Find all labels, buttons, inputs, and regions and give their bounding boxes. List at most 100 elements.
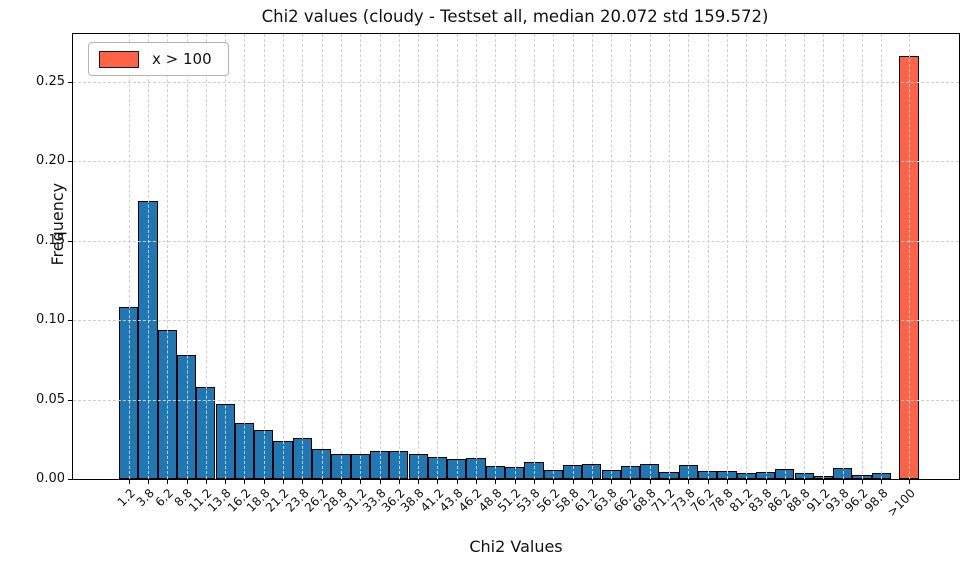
x-gridline	[283, 34, 285, 479]
x-gridline	[495, 34, 497, 479]
histogram-bar	[447, 459, 467, 479]
x-tick-mark	[456, 479, 458, 484]
histogram-bar	[640, 464, 660, 479]
x-tick-mark	[533, 479, 535, 484]
x-gridline	[244, 34, 246, 479]
x-gridline	[862, 34, 864, 479]
x-tick-mark	[862, 479, 864, 484]
x-gridline	[456, 34, 458, 479]
x-gridline	[437, 34, 439, 479]
y-gridline	[73, 161, 959, 163]
x-gridline	[765, 34, 767, 479]
histogram-bar	[736, 472, 756, 479]
y-tick-label: 0.15	[36, 232, 65, 248]
histogram-bar	[582, 464, 602, 479]
histogram-bar	[292, 437, 312, 479]
histogram-bar	[408, 453, 428, 479]
x-gridline	[553, 34, 555, 479]
legend-label: x > 100	[152, 50, 212, 68]
x-axis-label: Chi2 Values	[469, 537, 563, 556]
histogram-bar	[678, 465, 698, 479]
histogram-bar	[273, 440, 293, 479]
x-tick-mark	[707, 479, 709, 484]
histogram-bar	[196, 386, 216, 479]
histogram-bar	[755, 472, 776, 479]
y-tick-mark	[68, 479, 73, 480]
x-gridline	[572, 34, 574, 479]
x-tick-mark	[263, 479, 265, 484]
x-tick-mark	[881, 479, 883, 484]
x-gridline	[688, 34, 690, 479]
y-tick-label: 0.25	[36, 73, 65, 89]
x-tick-label: >100	[884, 486, 918, 520]
histogram-bar	[176, 355, 197, 479]
x-gridline	[340, 34, 342, 479]
x-tick-mark	[186, 479, 188, 484]
x-tick-mark	[553, 479, 555, 484]
histogram-bar	[254, 429, 274, 479]
histogram-bar	[389, 451, 409, 479]
x-tick-mark	[765, 479, 767, 484]
histogram-bar	[466, 457, 486, 479]
histogram-bar	[871, 473, 891, 479]
x-tick-mark	[476, 479, 478, 484]
y-tick-label: 0.00	[36, 471, 65, 486]
histogram-bar	[369, 451, 390, 479]
x-tick-mark	[726, 479, 728, 484]
x-gridline	[591, 34, 593, 479]
histogram-bar	[833, 468, 853, 479]
x-tick-mark	[823, 479, 825, 484]
x-gridline	[379, 34, 381, 479]
histogram-bar	[157, 329, 177, 479]
histogram-bar	[485, 465, 505, 479]
histogram-bar	[312, 448, 332, 479]
x-gridline	[533, 34, 535, 479]
x-gridline	[881, 34, 883, 479]
x-tick-mark	[321, 479, 323, 484]
plot-area: Frequency Chi2 Values x > 100 0.00 0.05 0.…	[36, 33, 960, 556]
y-gridline	[73, 81, 959, 83]
histogram-bar	[717, 470, 737, 479]
x-tick-mark	[784, 479, 786, 484]
x-gridline	[398, 34, 400, 479]
y-tick-label: 0.10	[36, 312, 65, 328]
y-tick-mark	[68, 399, 73, 401]
histogram-bar	[562, 465, 583, 479]
histogram-bar	[698, 471, 718, 479]
histogram-bar	[215, 404, 235, 479]
x-gridline	[476, 34, 478, 479]
x-gridline	[823, 34, 825, 479]
histogram-bar	[620, 466, 641, 479]
histogram-bar	[852, 474, 872, 479]
legend-swatch	[99, 50, 139, 68]
x-gridline	[263, 34, 265, 479]
x-tick-mark	[398, 479, 400, 484]
histogram-bar	[119, 307, 139, 479]
x-tick-mark	[225, 479, 227, 484]
histogram-bar	[524, 461, 544, 479]
y-tick-label: 0.20	[36, 153, 65, 169]
x-gridline	[784, 34, 786, 479]
x-tick-mark	[630, 479, 632, 484]
y-tick-mark	[68, 81, 73, 83]
x-tick-mark	[611, 479, 613, 484]
x-gridline	[842, 34, 844, 479]
histogram-bar	[601, 469, 621, 479]
x-gridline	[746, 34, 748, 479]
x-tick-mark	[340, 479, 342, 484]
x-tick-mark	[418, 479, 420, 484]
x-gridline	[418, 34, 420, 479]
x-tick-mark	[360, 479, 362, 484]
x-gridline	[804, 34, 806, 479]
legend: x > 100	[88, 42, 229, 76]
x-tick-mark	[909, 479, 910, 484]
x-gridline	[669, 34, 671, 479]
x-tick-mark	[379, 479, 381, 484]
x-tick-mark	[842, 479, 844, 484]
histogram-bar	[543, 469, 563, 479]
x-gridline	[649, 34, 651, 479]
x-gridline	[514, 34, 516, 479]
x-gridline	[726, 34, 728, 479]
x-tick-mark	[688, 479, 690, 484]
x-tick-mark	[649, 479, 651, 484]
